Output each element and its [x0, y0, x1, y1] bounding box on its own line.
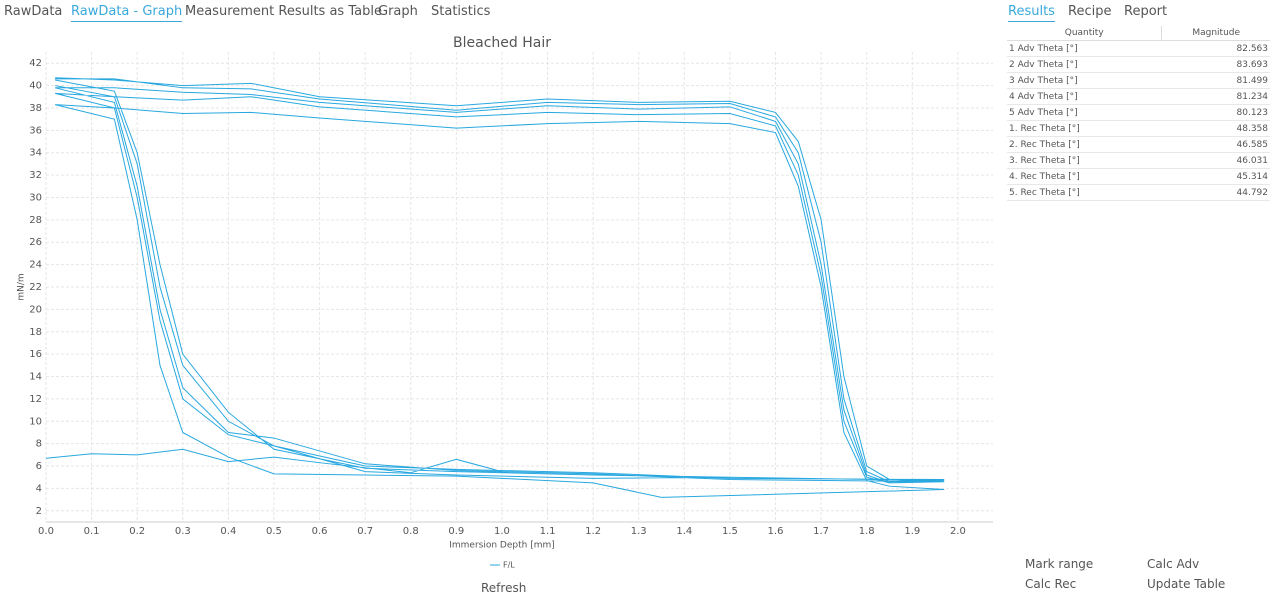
y-tick-label: 22: [29, 282, 42, 293]
table-cell: 3. Rec Theta [°]: [1007, 152, 1162, 169]
x-tick-label: 1.1: [540, 526, 556, 537]
results-table: Quantity Magnitude 1 Adv Theta [°] 82.563…: [1007, 26, 1270, 201]
x-tick-label: 0.1: [84, 526, 100, 537]
table-cell: 5 Adv Theta [°]: [1007, 104, 1162, 121]
header-cell: Quantity: [1007, 26, 1163, 41]
button[interactable]: Update Table: [1147, 577, 1226, 591]
y-tick-label: 12: [29, 394, 42, 405]
y-tick-label: 4: [36, 483, 42, 494]
y-tick-label: 16: [29, 349, 42, 360]
button[interactable]: Calc Adv: [1147, 557, 1200, 571]
table-cell: 46.585: [1161, 136, 1270, 153]
panel-tab[interactable]: Report: [1124, 4, 1168, 19]
table-cell: 3 Adv Theta [°]: [1007, 72, 1162, 89]
y-tick-label: 36: [29, 125, 42, 136]
y-tick-label: 20: [29, 304, 42, 315]
table-row: 5. Rec Theta [°] 44.792: [1007, 184, 1270, 201]
header-cell: Magnitude: [1161, 26, 1270, 41]
tab[interactable]: Statistics: [431, 4, 491, 19]
x-tick-label: 0.2: [129, 526, 145, 537]
table-cell: 1 Adv Theta [°]: [1007, 40, 1162, 57]
table-row: 2 Adv Theta [°] 83.693: [1007, 56, 1270, 73]
y-tick-label: 28: [29, 215, 42, 226]
y-tick-label: 18: [29, 327, 42, 338]
legend-label: F/L: [503, 561, 515, 570]
table-cell: 45.314: [1161, 168, 1270, 185]
x-tick-label: 0.4: [220, 526, 236, 537]
tab[interactable]: RawData: [4, 4, 63, 19]
y-tick-label: 6: [36, 461, 42, 472]
panel-tab[interactable]: Recipe: [1068, 4, 1112, 19]
y-tick-label: 24: [29, 260, 42, 271]
y-tick-label: 2: [36, 506, 42, 517]
tab[interactable]: RawData - Graph: [71, 4, 183, 22]
table-cell: 82.563: [1161, 40, 1270, 57]
y-tick-label: 14: [29, 372, 42, 383]
table-cell: 44.792: [1161, 184, 1270, 201]
data-line: [45, 77, 945, 498]
x-tick-label: 0.8: [403, 526, 419, 537]
x-tick-label: 1.3: [631, 526, 647, 537]
table-row: 3. Rec Theta [°] 46.031: [1007, 152, 1270, 169]
table-cell: 1. Rec Theta [°]: [1007, 120, 1162, 137]
button[interactable]: Mark range: [1025, 557, 1094, 571]
table-cell: 5. Rec Theta [°]: [1007, 184, 1162, 201]
table-row: 1 Adv Theta [°] 82.563: [1007, 40, 1270, 57]
y-tick-label: 10: [29, 416, 42, 427]
x-tick-label: 1.7: [813, 526, 829, 537]
button[interactable]: Calc Rec: [1025, 577, 1077, 591]
y-tick-label: 34: [29, 148, 42, 159]
table-cell: 81.234: [1161, 88, 1270, 105]
x-tick-label: 0.0: [38, 526, 54, 537]
chart: Bleached Hair Immersion Depth [mm] mN/m …: [17, 35, 993, 570]
table-cell: 46.031: [1161, 152, 1270, 169]
table-row: 2. Rec Theta [°] 46.585: [1007, 136, 1270, 153]
tab[interactable]: Measurement Results as Table: [185, 4, 382, 19]
x-tick-label: 1.4: [676, 526, 692, 537]
x-tick-label: 2.0: [950, 526, 966, 537]
table-row: 5 Adv Theta [°] 80.123: [1007, 104, 1270, 121]
y-tick-label: 38: [29, 103, 42, 114]
x-tick-label: 0.6: [312, 526, 328, 537]
y-tick-label: 40: [29, 81, 42, 92]
table-cell: 2 Adv Theta [°]: [1007, 56, 1162, 73]
y-tick-label: 8: [36, 439, 42, 450]
panel-tab[interactable]: Results: [1008, 4, 1055, 22]
button[interactable]: Refresh: [481, 581, 527, 595]
chart-title: Bleached Hair: [453, 35, 551, 51]
x-tick-label: 1.0: [494, 526, 510, 537]
table-cell: 48.358: [1161, 120, 1270, 137]
table-row: 3 Adv Theta [°] 81.499: [1007, 72, 1270, 89]
y-tick-label: 42: [29, 58, 42, 69]
y-tick-label: 32: [29, 170, 42, 181]
table-row: 4 Adv Theta [°] 81.234: [1007, 88, 1270, 105]
table-cell: 80.123: [1161, 104, 1270, 121]
x-tick-label: 0.7: [357, 526, 373, 537]
y-tick-label: 26: [29, 237, 42, 248]
x-tick-label: 0.9: [448, 526, 464, 537]
tab[interactable]: Graph: [378, 4, 418, 19]
table-cell: 4. Rec Theta [°]: [1007, 168, 1162, 185]
table-cell: 83.693: [1161, 56, 1270, 73]
table-cell: 81.499: [1161, 72, 1270, 89]
x-tick-label: 1.6: [768, 526, 784, 537]
x-tick-label: 0.3: [175, 526, 191, 537]
x-tick-label: 1.8: [859, 526, 875, 537]
table-cell: 4 Adv Theta [°]: [1007, 88, 1162, 105]
table-cell: 2. Rec Theta [°]: [1007, 136, 1162, 153]
x-axis-label: Immersion Depth [mm]: [449, 541, 555, 551]
x-tick-label: 1.5: [722, 526, 738, 537]
table-row: 1. Rec Theta [°] 48.358: [1007, 120, 1270, 137]
table-row: 4. Rec Theta [°] 45.314: [1007, 168, 1270, 185]
x-tick-label: 1.2: [585, 526, 601, 537]
y-axis-label: mN/m: [17, 273, 27, 300]
x-tick-label: 0.5: [266, 526, 282, 537]
y-tick-label: 30: [29, 192, 42, 203]
x-tick-label: 1.9: [904, 526, 920, 537]
